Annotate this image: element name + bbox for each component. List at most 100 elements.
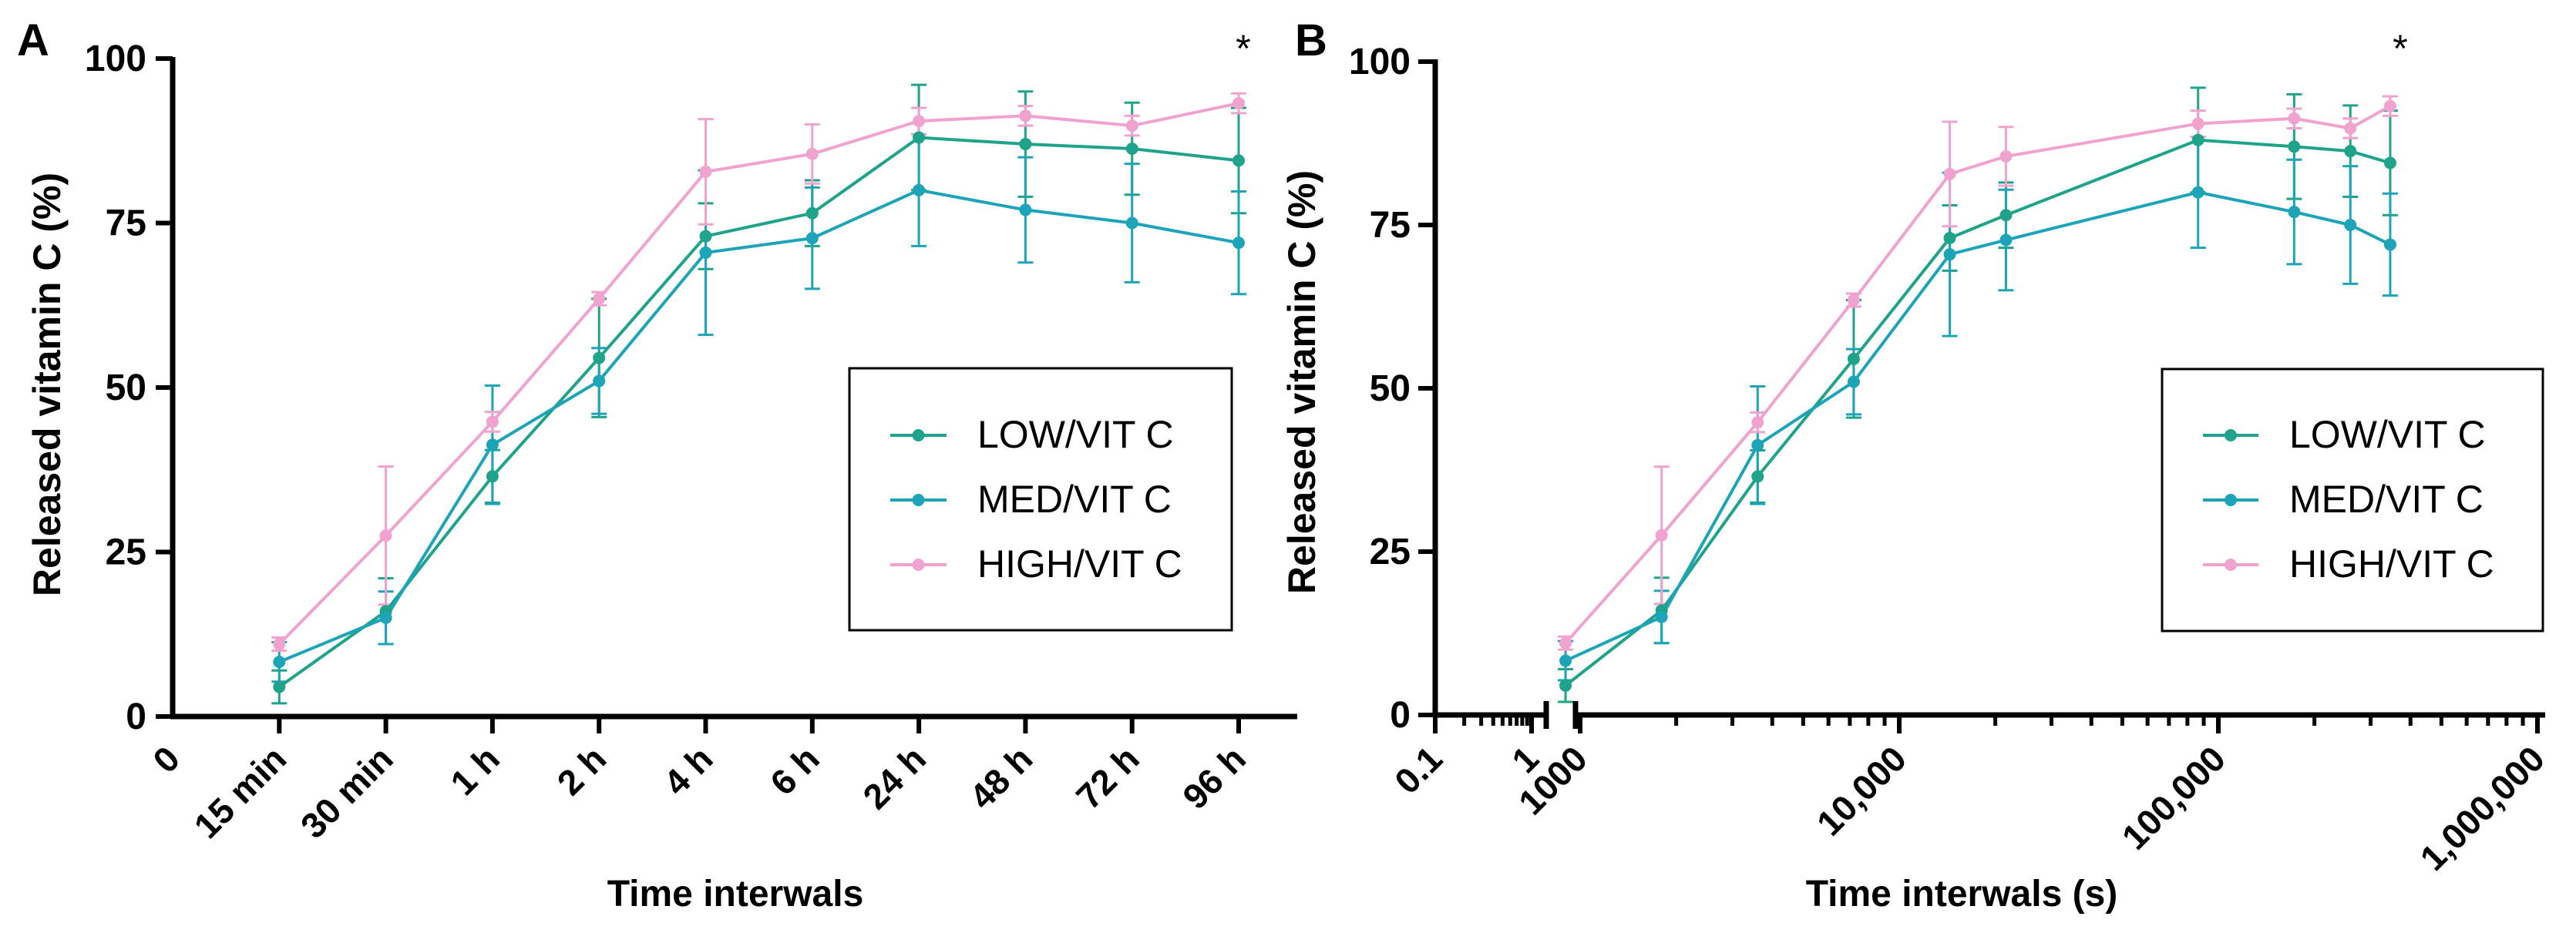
panel-a-high-point-1 <box>273 638 286 651</box>
panel-a-low-point-5 <box>699 230 712 243</box>
panel-b-high-point-9 <box>2383 99 2396 112</box>
panel-b-low-point-7 <box>2288 140 2301 153</box>
panel-a-low-point-1 <box>273 680 286 693</box>
panel-a-low-point-4 <box>593 351 606 364</box>
panel-a-low-point-9 <box>1125 142 1138 155</box>
panel-0-y-tick-label-4: 100 <box>85 39 146 79</box>
panel-b-chart: B * Released vitamin C (%) Time interwal… <box>1280 15 2552 915</box>
panel-b-high-point-2 <box>1751 416 1764 429</box>
panel-b-low-point-6 <box>2191 133 2204 146</box>
panel-b-x-axis-title: Time interwals (s) <box>1806 874 2118 915</box>
panel-a-series-lines <box>277 102 1239 689</box>
panel-a-med-point-9 <box>1125 216 1138 230</box>
panel-a-legend-keys <box>890 429 947 571</box>
panel-a-annotation: * <box>1236 27 1250 70</box>
panel-a-legend-low-marker <box>912 429 925 441</box>
panel-1-y-tick-label-3: 75 <box>1370 205 1411 246</box>
panel-a-points <box>273 97 1245 693</box>
panel-a-legend-low-label: LOW/VIT C <box>977 413 1174 456</box>
panel-a-y-axis-title: Released vitamin C (%) <box>25 173 69 596</box>
panel-a-low-point-7 <box>913 131 926 144</box>
panel-b-low-point-3 <box>1847 352 1860 365</box>
panel-0-y-tick-label-2: 50 <box>106 367 146 408</box>
panel-b-high-point-1 <box>1655 529 1668 542</box>
panel-b-high-point-5 <box>1999 149 2013 163</box>
panel-1-y-tick-label-4: 100 <box>1349 42 1411 82</box>
panel-b-low-point-2 <box>1751 470 1764 483</box>
panel-1-y-tick-label-1: 25 <box>1370 532 1411 572</box>
panel-a-high-point-10 <box>1233 97 1245 110</box>
panel-a-med-point-7 <box>913 183 926 196</box>
panel-b-med-point-2 <box>1751 438 1764 451</box>
panel-b-legend-med-marker <box>2225 494 2237 506</box>
panel-1-y-tick-label-2: 50 <box>1370 368 1411 409</box>
panel-a-med-point-5 <box>699 246 712 259</box>
panel-b-high-point-3 <box>1847 294 1860 307</box>
panel-a-med-point-8 <box>1019 203 1032 216</box>
panel-a-med-point-10 <box>1233 237 1245 250</box>
panel-b-low-point-8 <box>2344 145 2357 158</box>
panel-a-low-point-10 <box>1233 154 1245 167</box>
panel-1-y-tick-label-0: 0 <box>1390 695 1411 736</box>
panel-b-high-point-0 <box>1559 636 1572 649</box>
panel-b-low-point-4 <box>1943 231 1956 244</box>
panel-a-low-point-3 <box>486 470 499 483</box>
panel-b-low-point-0 <box>1559 679 1572 692</box>
panel-b-legend-med-label: MED/VIT C <box>2289 478 2484 521</box>
panel-a-label: A <box>17 15 49 65</box>
panel-a-high-point-5 <box>699 165 712 178</box>
panel-a-low-line <box>278 136 1239 689</box>
panel-b-legend-low-label: LOW/VIT C <box>2289 413 2486 456</box>
panel-b-legend-keys <box>2203 429 2258 571</box>
panel-a-low-point-8 <box>1019 138 1032 151</box>
panel-b-med-point-3 <box>1847 375 1860 388</box>
panel-a-med-point-2 <box>379 611 392 624</box>
panel-a-high-point-8 <box>1019 109 1032 122</box>
panel-b-high-point-6 <box>2191 117 2204 130</box>
panel-b-y-axis-title: Released vitamin C (%) <box>1280 170 1323 594</box>
panel-a-high-point-4 <box>593 292 606 305</box>
panel-b-legend-low-marker <box>2225 429 2237 441</box>
panel-a-legend-med-label: MED/VIT C <box>977 478 1172 521</box>
panel-b-med-point-6 <box>2191 186 2204 199</box>
panel-a-x-axis-title: Time interwals <box>607 874 864 915</box>
panel-a-med-line <box>278 188 1239 663</box>
panel-b-series-lines <box>1564 104 2391 687</box>
panel-a-high-point-6 <box>805 147 819 160</box>
panel-b-high-line <box>1564 104 2391 645</box>
panel-b-med-point-4 <box>1943 248 1956 261</box>
panel-b-high-point-8 <box>2344 122 2357 135</box>
panel-0-y-tick-label-0: 0 <box>126 696 146 737</box>
panel-0-y-tick-label-1: 25 <box>106 532 146 573</box>
panel-b-error-bars <box>1558 86 2398 703</box>
panel-b-legend: LOW/VIT C MED/VIT C HIGH/VIT C <box>2161 367 2544 633</box>
panel-a-legend-high-marker <box>912 559 925 571</box>
panel-a-legend-med-marker <box>912 494 925 506</box>
panel-b-legend-high-label: HIGH/VIT C <box>2289 542 2494 586</box>
panel-a-med-point-1 <box>273 656 286 669</box>
panel-b-med-point-8 <box>2344 219 2357 231</box>
panel-a-low-point-6 <box>805 206 819 220</box>
panel-b-med-point-1 <box>1655 610 1668 623</box>
panel-a-med-point-6 <box>805 232 819 245</box>
panel-b-label: B <box>1295 15 1327 65</box>
panel-a-high-point-9 <box>1125 119 1138 133</box>
panel-b-points <box>1559 99 2396 692</box>
panel-a-high-line <box>277 102 1239 646</box>
panel-b-med-point-0 <box>1559 654 1572 667</box>
panel-b-low-point-5 <box>1999 209 2013 222</box>
panel-b-med-point-5 <box>1999 233 2013 247</box>
panel-a-high-point-7 <box>913 115 926 128</box>
panel-0-y-tick-label-3: 75 <box>106 203 146 244</box>
panel-b-med-point-7 <box>2288 206 2301 219</box>
panel-a-legend: LOW/VIT C MED/VIT C HIGH/VIT C <box>848 367 1233 632</box>
panel-b-med-line <box>1565 190 2391 663</box>
panel-b-low-line <box>1564 138 2391 687</box>
panel-a-legend-high-label: HIGH/VIT C <box>977 542 1182 586</box>
panel-b-high-point-4 <box>1943 167 1956 180</box>
panel-b-low-point-9 <box>2383 156 2396 169</box>
panel-b-annotation: * <box>2393 27 2407 70</box>
panel-a-high-point-3 <box>486 415 499 428</box>
